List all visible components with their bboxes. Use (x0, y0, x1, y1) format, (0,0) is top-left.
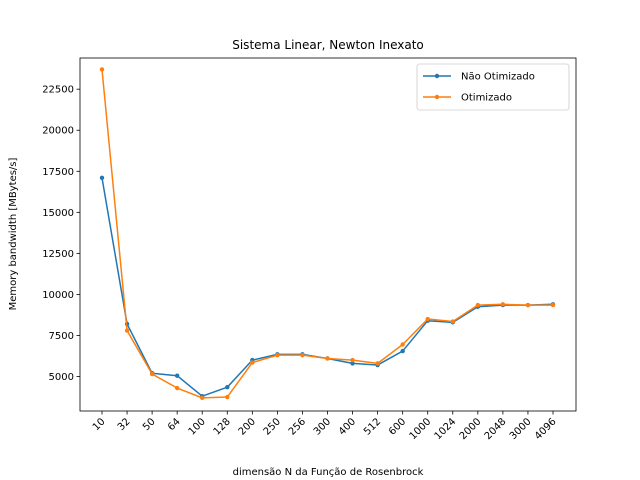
data-point (550, 302, 556, 308)
legend: Não Otimizado Otimizado (416, 63, 570, 111)
data-point (375, 361, 380, 366)
legend-box (416, 63, 570, 111)
data-point (275, 352, 280, 358)
data-point (99, 175, 105, 181)
y-tick-label: 12500 (42, 249, 74, 260)
data-point (475, 302, 481, 308)
data-point (300, 352, 305, 358)
data-point (99, 67, 105, 72)
axes-frame (79, 57, 577, 412)
data-point (200, 395, 205, 401)
data-point (350, 357, 355, 363)
y-tick-label: 22500 (42, 85, 74, 96)
legend-label: Otimizado (461, 93, 512, 104)
data-point (325, 356, 330, 361)
x-axis-label: dimensão N da Função de Rosenbrock (233, 467, 424, 478)
data-point (400, 342, 405, 347)
y-tick-label: 20000 (42, 126, 74, 137)
y-tick-label: 10000 (42, 290, 74, 301)
data-point (525, 302, 531, 308)
y-tick-label: 15000 (42, 208, 74, 219)
data-point (149, 371, 155, 377)
y-axis-label: Memory bandwidth [MBytes/s] (8, 157, 19, 310)
data-point (500, 302, 506, 307)
data-point (350, 361, 355, 366)
data-point (225, 394, 230, 400)
y-tick-label: 17500 (42, 167, 74, 178)
y-tick-label: 5000 (49, 372, 74, 383)
data-point (250, 360, 255, 365)
data-point (400, 348, 405, 354)
data-point (450, 319, 455, 324)
series-2 (99, 67, 556, 401)
data-point (225, 384, 230, 390)
data-point (174, 373, 180, 378)
legend-marker (434, 73, 440, 79)
data-point (124, 328, 130, 333)
data-point (174, 385, 180, 391)
chart-title: Sistema Linear, Newton Inexato (232, 38, 424, 52)
y-tick-label: 7500 (49, 331, 74, 342)
legend-marker (434, 94, 440, 100)
data-point (425, 316, 430, 322)
legend-label: Não Otimizado (461, 72, 535, 83)
